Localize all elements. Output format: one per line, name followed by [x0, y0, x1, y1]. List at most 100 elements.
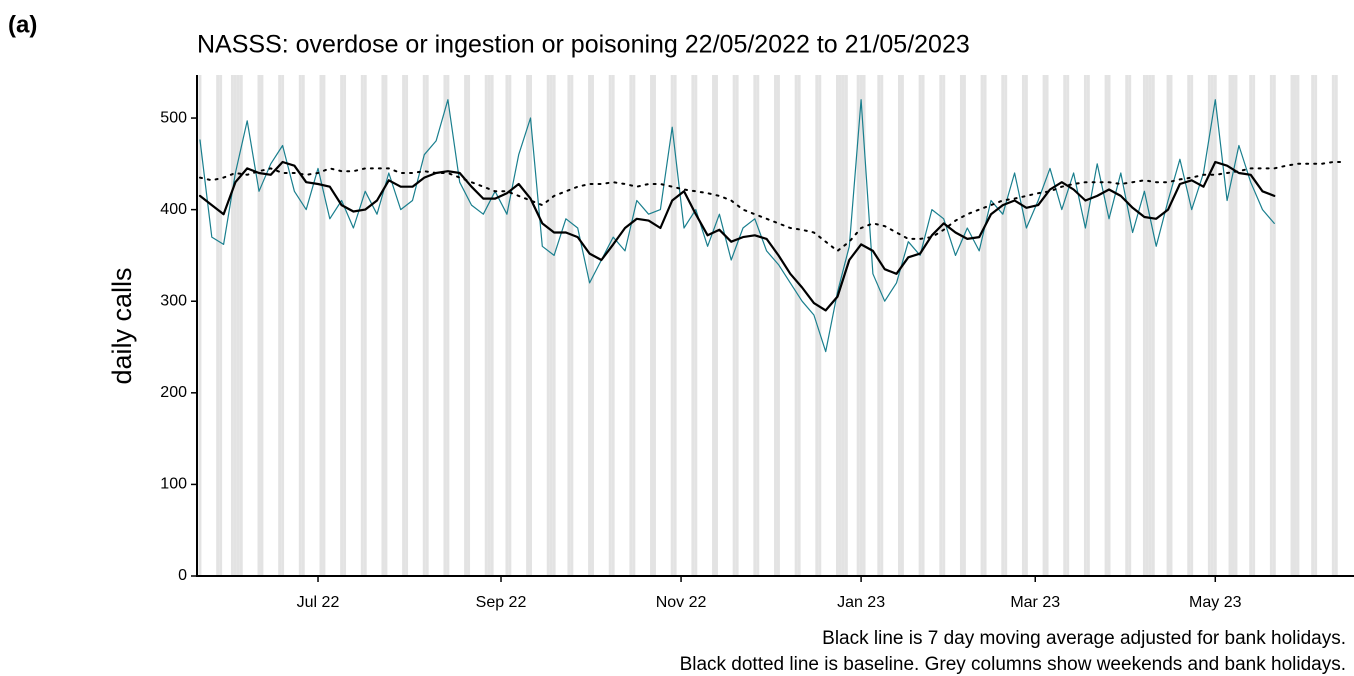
weekend-column	[897, 75, 901, 576]
y-axis-label: daily calls	[107, 267, 137, 384]
weekend-column	[714, 75, 718, 576]
weekend-column	[1314, 75, 1318, 576]
weekend-column	[319, 75, 323, 576]
weekend-column	[1024, 75, 1028, 576]
weekend-column	[691, 75, 695, 576]
weekend-column	[673, 75, 677, 576]
weekend-column	[962, 75, 966, 576]
weekend-column	[1334, 75, 1338, 576]
chart-title: NASSS: overdose or ingestion or poisonin…	[197, 31, 970, 59]
weekend-column	[942, 75, 946, 576]
y-tick-label: 300	[160, 292, 187, 309]
weekend-column	[343, 75, 347, 576]
weekend-column	[939, 75, 943, 576]
weekend-column	[776, 75, 780, 576]
panel-label: (a)	[8, 11, 37, 38]
weekend-column	[340, 75, 344, 576]
weekend-column	[797, 75, 801, 576]
weekend-column	[1045, 75, 1049, 576]
weekend-column	[570, 75, 574, 576]
weekend-column	[836, 75, 839, 576]
weekend-column	[384, 75, 388, 576]
bank-holiday-column	[230, 75, 234, 576]
weekend-column	[856, 75, 860, 576]
series-line	[199, 99, 1275, 353]
weekend-column	[529, 75, 532, 576]
weekend-column	[1331, 75, 1335, 576]
bank-holiday-column	[490, 75, 494, 576]
weekend-column	[1249, 75, 1253, 576]
weekend-column	[1145, 75, 1149, 576]
x-tick-label: Nov 22	[656, 594, 707, 611]
weekend-column	[983, 75, 987, 576]
y-tick-label: 100	[160, 476, 187, 493]
weekend-column	[467, 75, 471, 576]
weekend-column	[1148, 75, 1152, 576]
weekend-column	[632, 75, 636, 576]
y-tick-label: 200	[160, 384, 187, 401]
weekend-column	[588, 75, 592, 576]
series-line	[198, 160, 1276, 312]
caption: Black line is 7 day moving average adjus…	[822, 628, 1346, 649]
weekend-column	[1311, 75, 1315, 576]
bank-holiday-column	[552, 75, 556, 576]
weekend-column	[1166, 75, 1170, 576]
weekend-column	[219, 75, 223, 576]
weekend-column	[405, 75, 409, 576]
weekend-column	[239, 75, 243, 576]
weekend-column	[278, 75, 282, 576]
weekend-column	[298, 75, 302, 576]
weekend-column	[629, 75, 633, 576]
weekend-column	[216, 75, 220, 576]
weekend-column	[381, 75, 385, 576]
lines-layer	[198, 99, 1347, 353]
weekend-column	[360, 75, 364, 576]
weekend-column	[505, 75, 509, 576]
weekend-column	[257, 75, 261, 576]
weekend-column	[880, 75, 884, 576]
weekend-column	[301, 75, 305, 576]
weekend-column	[1252, 75, 1256, 576]
weekend-column	[464, 75, 468, 576]
weekend-column	[1272, 75, 1276, 576]
weekend-column	[1021, 75, 1025, 576]
shading-layer	[198, 75, 1338, 576]
weekend-column	[1104, 75, 1108, 576]
weekend-column	[732, 75, 736, 576]
weekend-column	[484, 75, 488, 576]
weekend-column	[567, 75, 571, 576]
weekend-column	[1231, 75, 1235, 576]
weekend-column	[1190, 75, 1194, 576]
weekend-column	[608, 75, 612, 576]
weekend-column	[712, 75, 715, 576]
caption: Black dotted line is baseline. Grey colu…	[680, 654, 1346, 675]
weekend-column	[1128, 75, 1132, 576]
weekend-column	[818, 75, 822, 576]
weekend-column	[1269, 75, 1273, 576]
weekend-column	[1125, 75, 1129, 576]
weekend-column	[1228, 75, 1232, 576]
weekend-column	[1187, 75, 1191, 576]
weekend-column	[653, 75, 656, 576]
weekend-column	[487, 75, 491, 576]
weekend-column	[546, 75, 550, 576]
weekend-column	[753, 75, 757, 576]
weekend-column	[281, 75, 285, 576]
x-tick-label: Mar 23	[1010, 594, 1060, 611]
x-tick-label: May 23	[1189, 594, 1242, 611]
bank-holiday-column	[233, 75, 237, 576]
weekend-column	[198, 75, 202, 576]
weekend-column	[980, 75, 984, 576]
weekend-column	[1042, 75, 1046, 576]
weekend-column	[959, 75, 963, 576]
weekend-column	[508, 75, 512, 576]
weekend-column	[443, 75, 447, 576]
weekend-column	[1004, 75, 1008, 576]
weekend-column	[838, 75, 842, 576]
y-tick-label: 400	[160, 201, 187, 218]
weekend-column	[1207, 75, 1211, 576]
weekend-column	[322, 75, 326, 576]
weekend-column	[549, 75, 553, 576]
weekend-column	[877, 75, 881, 576]
